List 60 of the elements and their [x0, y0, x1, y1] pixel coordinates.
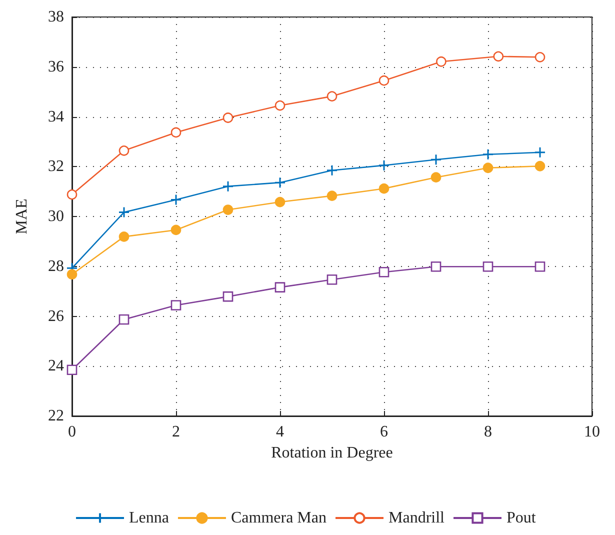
- point: [378, 183, 390, 194]
- x-tick-label: 0: [68, 424, 76, 440]
- point: [118, 146, 130, 156]
- point: [430, 154, 442, 166]
- point: [118, 314, 130, 325]
- y-tick-label: 30: [48, 208, 64, 225]
- x-tick-label: 10: [584, 424, 600, 440]
- point: [222, 112, 234, 123]
- x-tick-label: 2: [172, 424, 180, 440]
- legend-label: Cammera Man: [230, 510, 327, 526]
- point: [274, 176, 286, 188]
- y-tick-label: 24: [48, 358, 64, 375]
- x-axis-title: Rotation in Degree: [271, 444, 393, 462]
- point: [493, 51, 504, 62]
- point: [274, 196, 286, 208]
- point: [274, 100, 286, 111]
- point: [482, 148, 494, 160]
- point: [430, 172, 442, 182]
- point: [534, 52, 546, 62]
- point: [66, 364, 78, 376]
- y-tick-label: 36: [48, 58, 64, 76]
- x-tick-label: 8: [484, 424, 492, 440]
- point: [482, 261, 494, 272]
- point: [326, 190, 338, 201]
- point: [482, 162, 494, 174]
- point: [378, 75, 390, 86]
- point: [222, 204, 234, 215]
- point: [118, 206, 130, 218]
- point: [534, 146, 546, 158]
- point: [436, 56, 446, 67]
- point: [222, 180, 234, 192]
- legend-label: Mandrill: [388, 510, 446, 526]
- point: [170, 194, 182, 206]
- point: [378, 266, 390, 278]
- y-tick-label: 34: [48, 108, 64, 126]
- point: [534, 261, 546, 272]
- point: [170, 300, 182, 310]
- point: [222, 291, 234, 302]
- x-tick-label: 6: [380, 424, 388, 440]
- point: [326, 164, 338, 176]
- point: [170, 127, 182, 138]
- y-tick-label: 26: [48, 308, 64, 325]
- legend-label: Lenna: [129, 510, 169, 526]
- y-axis-title: MAE: [14, 198, 30, 234]
- point: [66, 189, 78, 200]
- point: [326, 274, 338, 285]
- x-tick-label: 4: [276, 424, 284, 440]
- point: [118, 232, 130, 242]
- y-tick-label: 32: [48, 158, 64, 176]
- point: [274, 282, 286, 292]
- y-tick-label: 28: [48, 258, 64, 275]
- point: [430, 261, 442, 272]
- point: [326, 91, 338, 102]
- point: [534, 160, 546, 172]
- point: [170, 224, 182, 236]
- point: [66, 269, 78, 280]
- point: [378, 160, 390, 172]
- legend-label: Pout: [506, 510, 536, 526]
- y-tick-label: 38: [48, 8, 64, 26]
- y-tick-label: 22: [48, 408, 64, 424]
